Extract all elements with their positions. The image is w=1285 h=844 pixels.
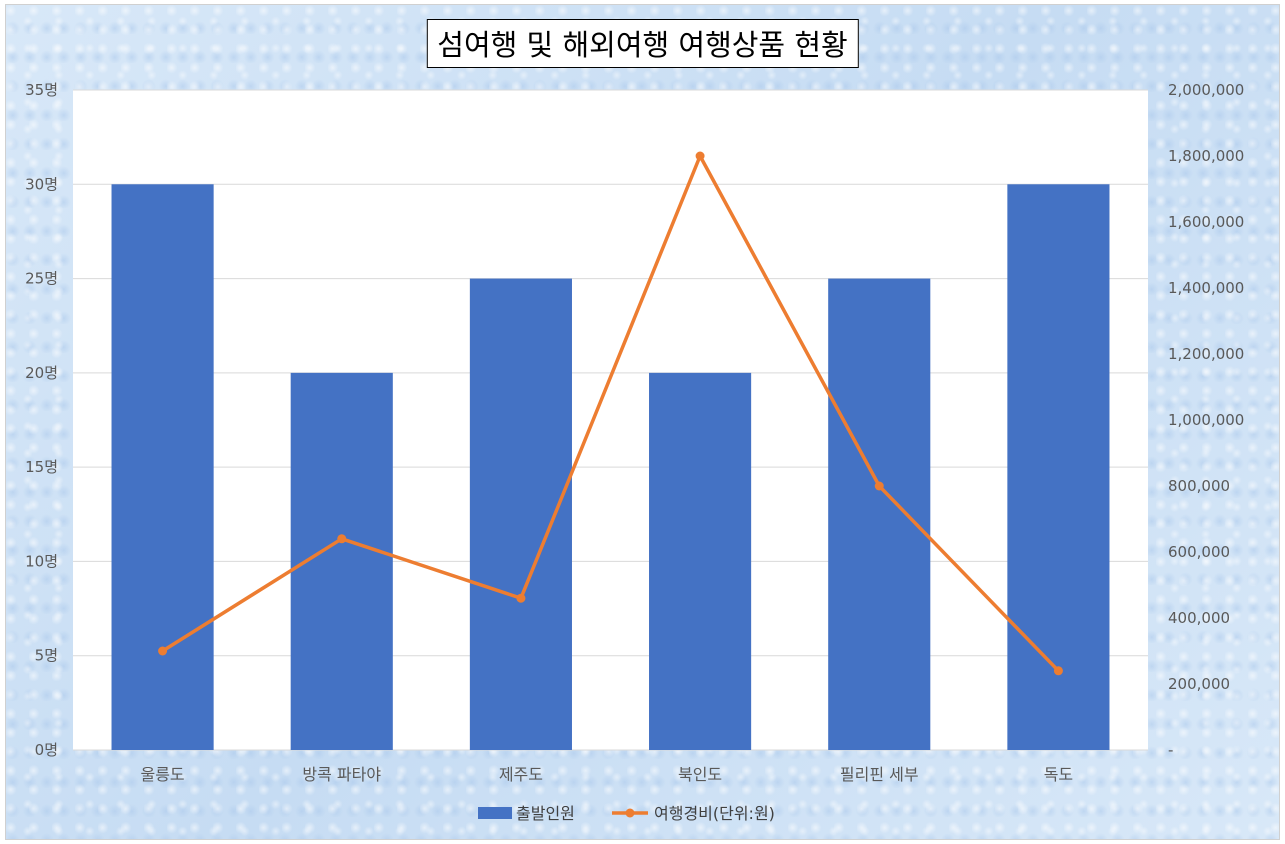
right-tick-label: 200,000 (1168, 675, 1230, 693)
line-point (158, 646, 168, 656)
left-tick-label: 15명 (25, 458, 58, 476)
plot-area (73, 90, 1148, 750)
bar (828, 278, 931, 750)
category-axis: 울릉도 방콕 파타야 제주도 북인도 필리핀 세부 독도 (140, 765, 1073, 784)
right-tick-label: 1,000,000 (1168, 411, 1244, 429)
category-label: 북인도 (678, 765, 722, 784)
right-tick-label: 2,000,000 (1168, 81, 1244, 99)
grid-lines (73, 89, 1148, 751)
category-label: 제주도 (499, 765, 543, 784)
category-label: 울릉도 (140, 765, 184, 784)
left-tick-label: 30명 (25, 175, 58, 193)
legend-swatch-bar (478, 807, 512, 819)
bar-series (111, 184, 1110, 751)
category-label: 방콕 파타야 (302, 765, 381, 784)
right-axis: - 200,000 400,000 600,000 800,000 1,000,000 1,… (1168, 81, 1244, 759)
left-tick-label: 10명 (25, 552, 58, 570)
bar (1007, 184, 1110, 751)
line-path (161, 154, 1060, 673)
left-tick-label: 25명 (25, 270, 58, 288)
right-tick-label: 1,600,000 (1168, 213, 1244, 231)
line-point (516, 593, 526, 603)
right-tick-label: 1,200,000 (1168, 345, 1244, 363)
bar (649, 372, 752, 750)
left-tick-label: 35명 (25, 81, 58, 99)
bar (111, 184, 214, 751)
legend-swatch-marker (625, 808, 635, 818)
right-tick-label: 600,000 (1168, 543, 1230, 561)
line-point (874, 481, 884, 491)
legend-label-line: 여행경비(단위:원) (654, 804, 775, 823)
right-tick-label: - (1168, 741, 1173, 759)
category-label: 필리핀 세부 (840, 765, 919, 784)
chart-title: 섬여행 및 해외여행 여행상품 현황 (426, 19, 859, 68)
right-tick-label: 400,000 (1168, 609, 1230, 627)
category-label: 독도 (1044, 765, 1073, 784)
legend-label-bar: 출발인원 (516, 804, 575, 823)
right-tick-label: 1,800,000 (1168, 147, 1244, 165)
line-point (337, 534, 347, 544)
left-tick-label: 0명 (35, 741, 58, 759)
left-axis: 0명 5명 10명 15명 20명 25명 30명 35명 (25, 81, 58, 759)
line-point (695, 151, 705, 161)
line-point (1053, 666, 1063, 676)
left-tick-label: 5명 (35, 647, 58, 665)
left-tick-label: 20명 (25, 364, 58, 382)
line-series (158, 151, 1063, 676)
legend: 출발인원 여행경비(단위:원) (478, 804, 775, 823)
right-tick-label: 800,000 (1168, 477, 1230, 495)
right-tick-label: 1,400,000 (1168, 279, 1244, 297)
